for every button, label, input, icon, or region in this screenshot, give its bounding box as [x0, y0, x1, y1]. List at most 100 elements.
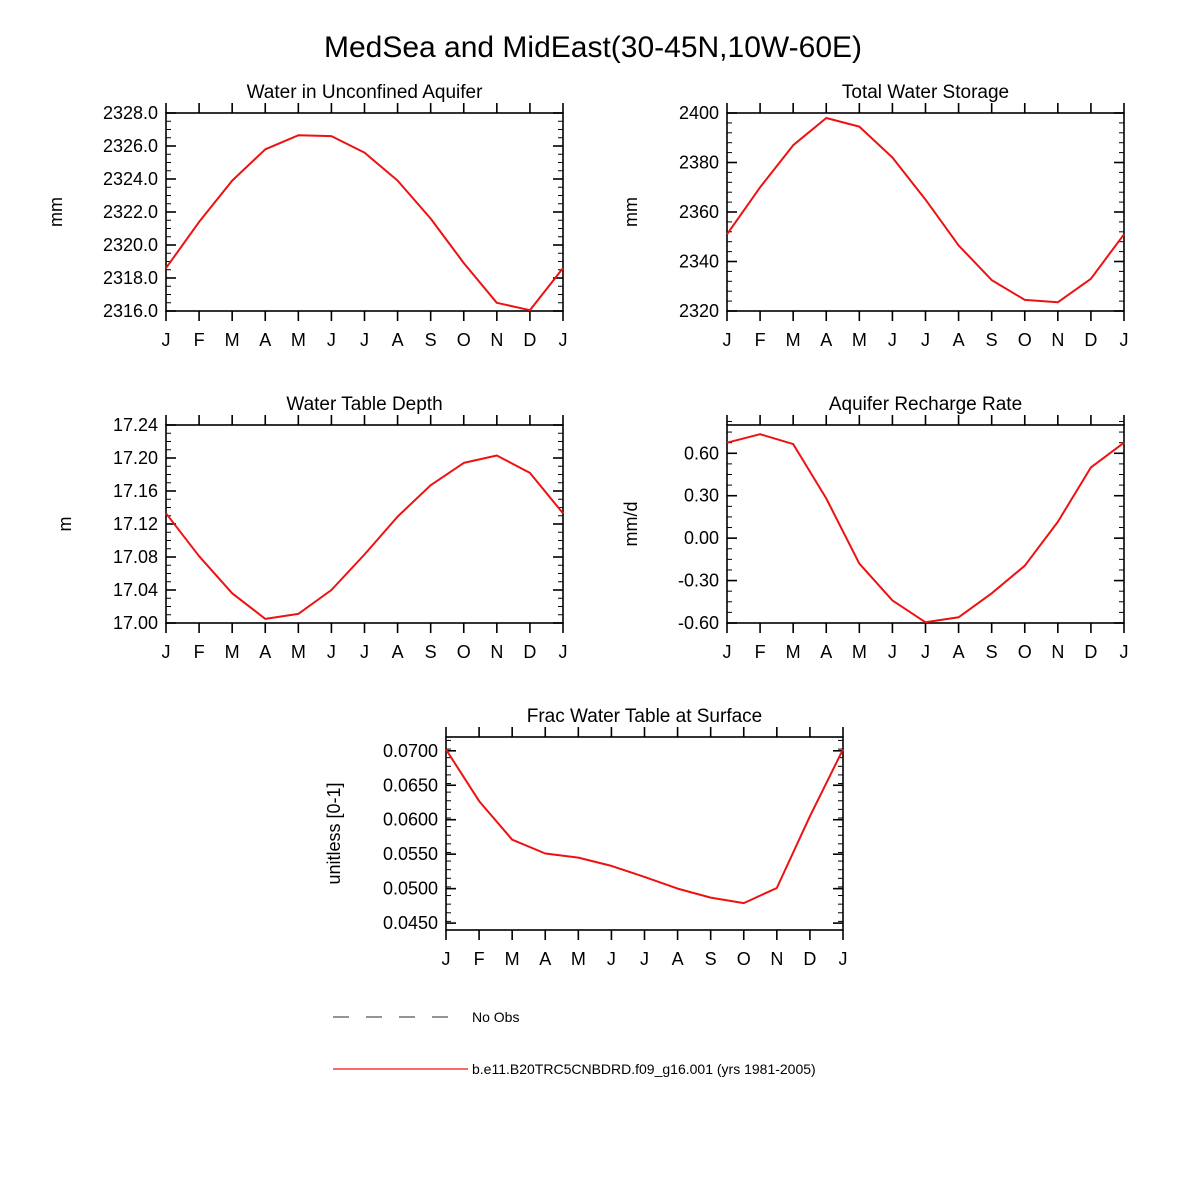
- x-tick-label: A: [259, 330, 271, 350]
- legend-label-no-obs: No Obs: [472, 1009, 519, 1025]
- x-tick-label: M: [786, 330, 801, 350]
- y-tick-label: 17.08: [113, 547, 158, 567]
- series-line: [445, 748, 844, 905]
- x-tick-label: N: [770, 949, 783, 969]
- panel-title: Aquifer Recharge Rate: [829, 394, 1022, 415]
- y-tick-label: -0.60: [678, 613, 719, 633]
- x-tick-label: J: [888, 330, 897, 350]
- x-tick-label: M: [225, 330, 240, 350]
- x-tick-label: S: [986, 642, 998, 662]
- y-tick-label: 0.30: [684, 486, 719, 506]
- legend: No Obs b.e11.B20TRC5CNBDRD.f09_g16.001 (…: [333, 1009, 816, 1077]
- panel-title: Water Table Depth: [286, 394, 442, 415]
- y-tick-label: 0.60: [684, 443, 719, 463]
- y-tick-label: 0.0450: [383, 913, 438, 933]
- y-tick-label: 0.0600: [383, 810, 438, 830]
- x-tick-label: J: [327, 330, 336, 350]
- series-line: [726, 433, 1125, 624]
- x-tick-label: M: [505, 949, 520, 969]
- y-tick-label: 17.20: [113, 448, 158, 468]
- y-tick-label: 2400: [679, 103, 719, 123]
- x-tick-label: J: [1120, 330, 1129, 350]
- x-tick-label: F: [194, 642, 205, 662]
- y-tick-label: 17.24: [113, 415, 158, 435]
- x-tick-label: D: [1084, 330, 1097, 350]
- y-tick-label: 2318.0: [103, 268, 158, 288]
- y-tick-label: 2380: [679, 153, 719, 173]
- x-tick-label: S: [986, 330, 998, 350]
- x-tick-label: F: [755, 642, 766, 662]
- x-tick-label: A: [820, 330, 832, 350]
- y-tick-label: 2320: [679, 301, 719, 321]
- x-tick-label: A: [259, 642, 271, 662]
- y-tick-label: 0.0700: [383, 741, 438, 761]
- y-tick-label: 17.04: [113, 580, 158, 600]
- y-tick-label: 2326.0: [103, 136, 158, 156]
- x-tick-label: A: [392, 330, 404, 350]
- x-tick-label: J: [921, 642, 930, 662]
- x-tick-label: A: [539, 949, 551, 969]
- x-tick-label: M: [852, 642, 867, 662]
- x-tick-label: D: [803, 949, 816, 969]
- x-tick-label: M: [225, 642, 240, 662]
- y-tick-label: 2340: [679, 252, 719, 272]
- y-tick-label: 2320.0: [103, 235, 158, 255]
- series-line: [726, 117, 1125, 304]
- y-axis-label: m: [55, 517, 75, 532]
- x-tick-label: J: [442, 949, 451, 969]
- plot-frame: [165, 424, 564, 624]
- x-tick-label: D: [1084, 642, 1097, 662]
- x-tick-label: J: [921, 330, 930, 350]
- x-tick-label: J: [327, 642, 336, 662]
- y-tick-label: 17.12: [113, 514, 158, 534]
- chart-panel-5: Frac Water Table at Surface unitless [0-1…: [324, 706, 848, 969]
- x-tick-label: O: [737, 949, 751, 969]
- x-tick-label: F: [755, 330, 766, 350]
- x-tick-label: M: [786, 642, 801, 662]
- x-tick-label: M: [291, 330, 306, 350]
- y-tick-label: 2316.0: [103, 301, 158, 321]
- x-tick-label: J: [888, 642, 897, 662]
- x-tick-label: S: [425, 642, 437, 662]
- x-tick-label: A: [672, 949, 684, 969]
- x-tick-label: M: [852, 330, 867, 350]
- y-tick-label: 17.16: [113, 481, 158, 501]
- x-tick-label: J: [360, 330, 369, 350]
- x-tick-label: N: [490, 642, 503, 662]
- x-tick-label: J: [723, 330, 732, 350]
- x-tick-label: M: [291, 642, 306, 662]
- plot-frame: [165, 112, 564, 312]
- y-axis-label: unitless [0-1]: [324, 782, 344, 884]
- y-axis-label: mm: [621, 197, 641, 227]
- x-tick-label: N: [490, 330, 503, 350]
- y-tick-label: 0.0500: [383, 879, 438, 899]
- x-tick-label: S: [425, 330, 437, 350]
- x-tick-label: J: [640, 949, 649, 969]
- series-line: [165, 134, 564, 312]
- y-tick-label: 0.00: [684, 528, 719, 548]
- x-tick-label: J: [360, 642, 369, 662]
- x-tick-label: F: [474, 949, 485, 969]
- x-tick-label: A: [392, 642, 404, 662]
- plot-frame: [445, 736, 844, 931]
- y-tick-label: 0.0550: [383, 844, 438, 864]
- x-tick-label: D: [523, 642, 536, 662]
- x-tick-label: O: [457, 330, 471, 350]
- series-line: [165, 454, 564, 620]
- x-tick-label: J: [839, 949, 848, 969]
- panel-title: Water in Unconfined Aquifer: [247, 82, 484, 103]
- y-axis-label: mm: [46, 197, 66, 227]
- plot-frame: [726, 424, 1125, 624]
- x-tick-label: A: [820, 642, 832, 662]
- x-tick-label: N: [1051, 642, 1064, 662]
- figure-title: MedSea and MidEast(30-45N,10W-60E): [324, 31, 862, 64]
- panel-title: Frac Water Table at Surface: [527, 706, 763, 727]
- x-tick-label: J: [162, 642, 171, 662]
- x-tick-label: J: [607, 949, 616, 969]
- x-tick-label: A: [953, 642, 965, 662]
